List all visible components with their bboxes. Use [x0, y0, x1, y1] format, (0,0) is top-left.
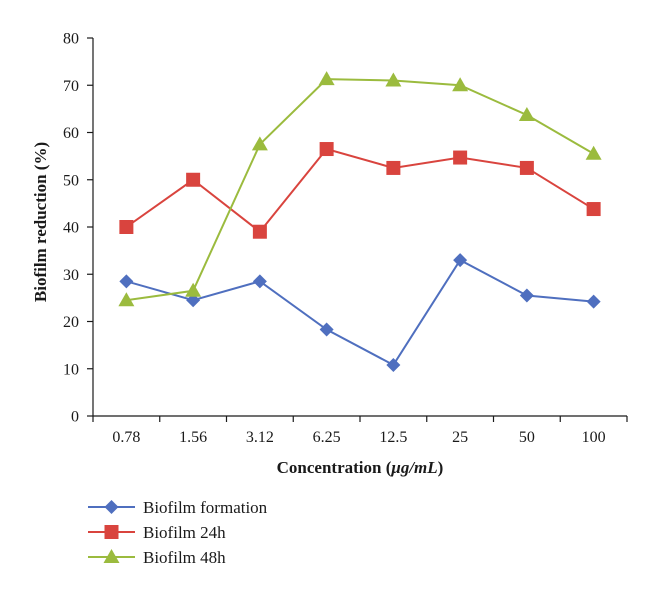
y-axis-title: Biofilm reduction (%) — [31, 142, 50, 302]
data-point — [251, 136, 268, 151]
data-point — [386, 160, 401, 175]
y-ticks: 0 10 20 30 40 50 60 70 80 — [63, 31, 93, 426]
y-tick-label: 0 — [71, 409, 79, 426]
data-point — [452, 77, 469, 92]
data-point — [585, 145, 602, 160]
y-tick-label: 10 — [63, 361, 79, 378]
axes — [92, 38, 627, 417]
x-tick-label: 3.12 — [246, 429, 274, 446]
legend-marker — [104, 525, 119, 539]
legend-item: Biofilm formation — [88, 498, 268, 517]
data-point — [319, 142, 334, 157]
series-triangle — [118, 71, 602, 307]
data-point — [252, 274, 267, 289]
x-axis-title: Concentration (μg/mL) — [277, 458, 444, 477]
x-tick-label: 50 — [519, 429, 535, 446]
data-point — [386, 357, 401, 372]
data-point — [586, 202, 601, 217]
data-point — [118, 292, 135, 307]
legend-marker — [103, 549, 120, 563]
y-tick-label: 60 — [63, 125, 79, 142]
y-tick-label: 40 — [63, 220, 79, 237]
data-point — [252, 224, 267, 239]
series-square — [119, 142, 601, 239]
legend-label: Biofilm formation — [143, 498, 268, 517]
data-point — [119, 274, 134, 289]
x-tick-label: 12.5 — [379, 429, 407, 446]
series-line — [126, 78, 595, 302]
series-diamond — [119, 253, 601, 372]
legend-item: Biofilm 24h — [88, 523, 226, 542]
data-point — [385, 72, 402, 87]
data-point — [185, 282, 202, 297]
series — [118, 71, 602, 372]
y-tick-label: 20 — [63, 314, 79, 331]
legend: Biofilm formation Biofilm 24h Biofilm 48h — [88, 498, 268, 567]
data-point — [319, 322, 334, 337]
data-point — [318, 71, 335, 86]
y-tick-label: 70 — [63, 78, 79, 95]
x-tick-label: 0.78 — [112, 429, 140, 446]
data-point — [519, 160, 534, 175]
x-axis-title-unit: μg/mL — [390, 458, 437, 477]
x-tick-label: 100 — [582, 429, 606, 446]
legend-marker — [104, 500, 119, 514]
data-point — [519, 288, 534, 303]
y-tick-label: 50 — [63, 172, 79, 189]
data-point — [586, 294, 601, 309]
series-line — [125, 147, 595, 234]
data-point — [119, 220, 134, 234]
data-point — [453, 150, 468, 165]
data-point — [453, 253, 468, 268]
series-line — [126, 258, 594, 367]
x-axis-title-suffix: ) — [438, 458, 444, 477]
x-tick-label: 25 — [452, 429, 468, 446]
x-tick-label: 6.25 — [313, 429, 341, 446]
legend-label: Biofilm 48h — [143, 548, 226, 567]
data-point — [518, 107, 535, 122]
legend-item: Biofilm 48h — [88, 548, 226, 567]
x-ticks: 0.78 1.56 3.12 6.25 12.5 25 50 100 — [92, 416, 628, 446]
data-point — [186, 172, 201, 187]
legend-label: Biofilm 24h — [143, 523, 226, 542]
y-tick-label: 80 — [63, 31, 79, 48]
x-tick-label: 1.56 — [179, 429, 207, 446]
y-tick-label: 30 — [63, 267, 79, 284]
x-axis-title-prefix: Concentration ( — [277, 458, 392, 477]
